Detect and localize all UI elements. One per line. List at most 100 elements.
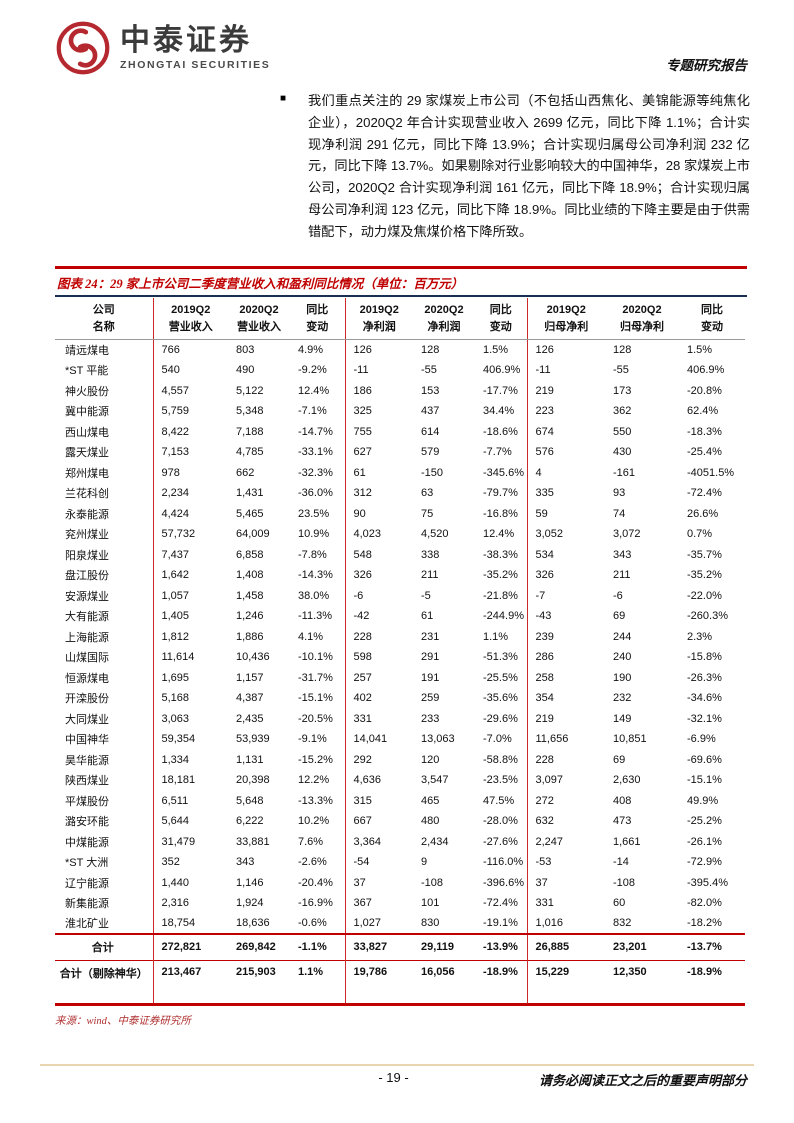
value-cell: -7.0% <box>475 729 528 750</box>
value-cell: 1.1% <box>475 626 528 647</box>
value-cell: 18,636 <box>236 917 270 930</box>
bullet-icon: ■ <box>280 93 287 104</box>
value-cell: 7.6% <box>290 831 346 852</box>
table-row: 大同煤业 3,063 2,435 -20.5% 331 233 -29.6% 219 149 -3… <box>55 708 745 729</box>
value-cell: 343 <box>236 856 255 869</box>
value-cell: 7,188 <box>236 425 264 438</box>
value-cell: 11,656 <box>535 733 569 746</box>
value-cell: 1,157 <box>236 671 264 684</box>
table-row: 兖州煤业 57,732 64,009 10.9% 4,023 4,520 12.4% 3,05… <box>55 524 745 545</box>
value-cell: -16.8% <box>475 503 528 524</box>
value-cell: -396.6% <box>475 872 528 893</box>
value-cell: 149 <box>613 712 632 725</box>
value-cell: 367 <box>353 897 372 910</box>
summary-text: 我们重点关注的 29 家煤炭上市公司（不包括山西焦化、美锦能源等纯焦化企业），2… <box>308 93 750 239</box>
value-cell: 1,431 <box>236 487 264 500</box>
value-cell: 312 <box>353 487 372 500</box>
value-cell: 23.5% <box>290 503 346 524</box>
value-cell: -5 <box>421 589 431 602</box>
value-cell: 5,348 <box>236 405 264 418</box>
value-cell: 126 <box>353 344 372 356</box>
value-cell: 325 <box>353 405 372 418</box>
company-name-cell: 安源煤业 <box>55 585 154 606</box>
table-row: 阳泉煤业 7,437 6,858 -7.8% 548 338 -38.3% 534 343 -35… <box>55 544 745 565</box>
table-row: 安源煤业 1,057 1,458 38.0% -6 -5 -21.8% -7 -6 -22.0% <box>55 585 745 606</box>
value-cell: 223 <box>535 405 554 418</box>
value-cell: 1,016 <box>535 917 564 930</box>
company-name-cell: 平煤股份 <box>55 790 154 811</box>
value-cell: -7.1% <box>290 401 346 422</box>
value-cell: 47.5% <box>475 790 528 811</box>
value-cell: 5,648 <box>236 794 264 807</box>
value-cell: 343 <box>613 548 632 561</box>
value-cell: 627 <box>353 446 372 459</box>
figure-title: 图表 24：29 家上市公司二季度营业收入和盈利同比情况（单位：百万元） <box>55 266 747 297</box>
value-cell: 37 <box>353 876 366 889</box>
value-cell: 1.5% <box>475 339 528 360</box>
value-cell: 4,023 <box>353 528 382 541</box>
value-cell: 153 <box>421 384 440 397</box>
company-name-cell: 潞安环能 <box>55 811 154 832</box>
value-cell: 1,246 <box>236 610 264 623</box>
value-cell: -20.5% <box>290 708 346 729</box>
table-row: *ST 大洲 352 343 -2.6% -54 9 -116.0% -53 -14 -72.9% <box>55 852 745 873</box>
value-cell: 598 <box>353 651 372 664</box>
company-name-cell: 合计（剔除神华） <box>55 959 154 1006</box>
value-cell: -26.3% <box>687 671 722 684</box>
value-cell: 269,842 <box>228 933 290 960</box>
logo-subtitle: ZHONGTAI SECURITIES <box>120 59 271 71</box>
value-cell: 33,881 <box>236 835 270 848</box>
value-cell: 4,424 <box>161 507 190 520</box>
value-cell: 10,851 <box>613 733 647 746</box>
value-cell: -35.7% <box>687 548 722 561</box>
table-row: 神火股份 4,557 5,122 12.4% 186 153 -17.7% 219 173 -20… <box>55 380 745 401</box>
company-name-cell: 上海能源 <box>55 626 154 647</box>
value-cell: 4,387 <box>236 692 264 705</box>
value-cell: 755 <box>353 425 372 438</box>
value-cell: 408 <box>613 794 632 807</box>
company-name-cell: 神火股份 <box>55 380 154 401</box>
value-cell: 13,063 <box>421 733 455 746</box>
value-cell: -0.6% <box>290 913 346 934</box>
table-row: 淮北矿业 18,754 18,636 -0.6% 1,027 830 -19.1% 1,016… <box>55 913 745 934</box>
value-cell: -13.3% <box>290 790 346 811</box>
table-row: 陕西煤业 18,181 20,398 12.2% 4,636 3,547 -23.5% 3,0… <box>55 770 745 791</box>
value-cell: 12.4% <box>290 380 346 401</box>
value-cell: 1.5% <box>687 344 713 356</box>
value-cell: 3,052 <box>535 528 564 541</box>
value-cell: 803 <box>236 344 255 356</box>
value-cell: 4,557 <box>161 384 190 397</box>
value-cell: 576 <box>535 446 554 459</box>
value-cell: -82.0% <box>687 897 722 910</box>
value-cell: -55 <box>421 364 437 377</box>
column-header: 同比 变动 <box>290 298 346 340</box>
value-cell: 1.1% <box>290 959 346 1006</box>
company-name-cell: 兖州煤业 <box>55 524 154 545</box>
table-row: 靖远煤电 766 803 4.9% 126 128 1.5% 126 128 1.5% <box>55 339 745 360</box>
earnings-comparison-table: 公司 名称 2019Q2 营业收入 2020Q2 营业收入 同比 变动 2019Q2 净利润 202… <box>55 298 745 1006</box>
report-type-label: 专题研究报告 <box>666 58 747 73</box>
company-name-cell: 阳泉煤业 <box>55 544 154 565</box>
company-name-cell: 冀中能源 <box>55 401 154 422</box>
company-name-cell: 合计 <box>55 933 154 960</box>
value-cell: 12.4% <box>475 524 528 545</box>
column-header: 公司 名称 <box>55 298 154 340</box>
value-cell: -150 <box>421 466 444 479</box>
value-cell: 1,812 <box>161 630 190 643</box>
value-cell: 2,435 <box>236 712 264 725</box>
value-cell: -4051.5% <box>687 466 735 479</box>
value-cell: 20,398 <box>236 774 270 787</box>
footer-rule <box>40 1064 754 1066</box>
value-cell: 74 <box>613 507 626 520</box>
value-cell: 126 <box>535 344 554 356</box>
value-cell: 31,479 <box>161 835 196 848</box>
company-name-cell: 开滦股份 <box>55 688 154 709</box>
value-cell: 2,247 <box>535 835 564 848</box>
total-ex-shenhua-row: 合计（剔除神华） 213,467 215,903 1.1% 19,786 16,056 -1… <box>55 959 745 1006</box>
value-cell: 75 <box>421 507 434 520</box>
value-cell: -25.2% <box>687 815 722 828</box>
value-cell: -18.6% <box>475 421 528 442</box>
value-cell: -2.6% <box>290 852 346 873</box>
value-cell: -69.6% <box>687 753 722 766</box>
